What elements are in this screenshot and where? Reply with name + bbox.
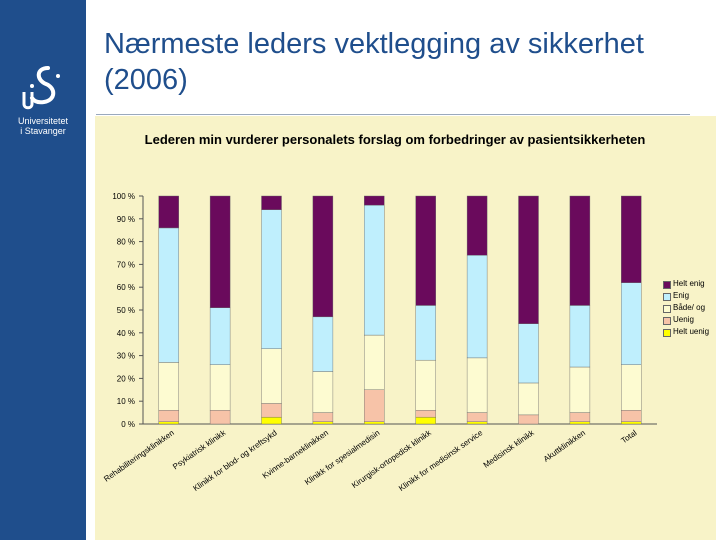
bar-segment-b-de-og bbox=[466, 357, 488, 413]
bar-segment-helt-uenig bbox=[415, 416, 436, 425]
bar-segment-uenig bbox=[621, 410, 642, 422]
y-tick-label: 20 % bbox=[117, 374, 135, 383]
x-category-label: Total bbox=[619, 428, 638, 445]
legend-swatch bbox=[663, 317, 671, 325]
chart-panel: Lederen min vurderer personalets forslag… bbox=[95, 116, 716, 540]
university-name: Universitetet i Stavanger bbox=[4, 116, 82, 136]
legend-label: Helt enig bbox=[673, 279, 705, 288]
y-tick-label: 100 % bbox=[112, 192, 135, 201]
legend-item: Helt enig bbox=[663, 278, 715, 290]
bar-segment-enig bbox=[466, 255, 488, 359]
legend-swatch bbox=[663, 305, 671, 313]
bar-segment-helt-uenig bbox=[261, 416, 282, 425]
x-category-label: Akuttklinikken bbox=[542, 428, 587, 463]
slide-title: Nærmeste leders vektlegging av sikkerhet… bbox=[104, 28, 644, 96]
bar-segment-b-de-og bbox=[569, 366, 591, 413]
legend-label: Både/ og bbox=[673, 303, 706, 312]
bar-segment-helt-enig bbox=[569, 195, 591, 306]
x-category-label: Klinikk for medisinsk service bbox=[397, 428, 485, 493]
bar-segment-b-de-og bbox=[209, 364, 231, 411]
bar-segment-b-de-og bbox=[621, 364, 642, 411]
bar-segment-enig bbox=[158, 227, 179, 363]
bar-segment-enig bbox=[312, 316, 334, 372]
bar-segment-helt-uenig bbox=[569, 421, 591, 425]
sidebar-band: Universitetet i Stavanger bbox=[0, 0, 86, 540]
bar-segment-helt-enig bbox=[364, 195, 385, 206]
y-tick-label: 80 % bbox=[117, 238, 135, 247]
bar-segment-helt-uenig bbox=[158, 421, 179, 425]
legend-label: Enig bbox=[673, 291, 690, 300]
chart-legend: Helt enig Enig Både/ og Uenig Helt uenig bbox=[663, 278, 715, 338]
bar-segment-enig bbox=[364, 204, 385, 336]
bar-segment-uenig bbox=[312, 412, 334, 422]
bar-segment-helt-enig bbox=[312, 195, 334, 318]
x-category-label: Klinikk for blod- og kreftsykd bbox=[192, 428, 279, 493]
bar-segment-uenig bbox=[364, 389, 385, 422]
university-name-line2: i Stavanger bbox=[20, 126, 66, 136]
legend-item: Helt uenig bbox=[663, 326, 715, 338]
bar-segment-enig bbox=[569, 305, 591, 368]
bar-segment-helt-enig bbox=[621, 195, 642, 283]
y-tick-label: 50 % bbox=[117, 306, 135, 315]
bar-segment-enig bbox=[621, 282, 642, 365]
legend-item: Enig bbox=[663, 290, 715, 302]
university-name-line1: Universitetet bbox=[17, 116, 69, 126]
bar-segment-enig bbox=[415, 305, 436, 361]
bar-segment-enig bbox=[261, 209, 282, 349]
y-tick-label: 10 % bbox=[117, 397, 135, 406]
bar-segment-uenig bbox=[466, 412, 488, 422]
legend-swatch bbox=[663, 281, 671, 289]
legend-item: Både/ og bbox=[663, 302, 715, 314]
x-category-label: Medisinsk klinikk bbox=[482, 428, 537, 470]
bar-segment-uenig bbox=[209, 410, 231, 425]
bar-segment-helt-enig bbox=[466, 195, 488, 256]
bar-segment-helt-enig bbox=[261, 195, 282, 210]
legend-label: Uenig bbox=[673, 315, 694, 324]
x-category-label: Psykiatrisk klinikk bbox=[171, 428, 228, 472]
bar-segment-helt-uenig bbox=[312, 421, 334, 425]
bar-segment-uenig bbox=[518, 414, 539, 425]
legend-swatch bbox=[663, 329, 671, 337]
bar-segment-uenig bbox=[415, 410, 436, 418]
bar-segment-helt-uenig bbox=[621, 421, 642, 425]
bar-segment-b-de-og bbox=[312, 371, 334, 413]
bar-segment-b-de-og bbox=[415, 359, 436, 411]
stacked-bar-chart: 0 % 10 % 20 % 30 % 40 % 50 % 60 % 70 % 80 % 90 % 1… bbox=[102, 192, 657, 493]
bar-segment-helt-enig bbox=[158, 195, 179, 229]
bar-segment-b-de-og bbox=[518, 382, 539, 416]
bar-segment-uenig bbox=[569, 412, 591, 422]
bar-segment-helt-uenig bbox=[364, 421, 385, 425]
chart-title: Lederen min vurderer personalets forslag… bbox=[144, 132, 646, 147]
bar-segment-b-de-og bbox=[158, 362, 179, 411]
bar-segment-helt-enig bbox=[518, 195, 539, 324]
bar-segment-b-de-og bbox=[364, 334, 385, 391]
y-tick-label: 90 % bbox=[117, 215, 135, 224]
legend-swatch bbox=[663, 293, 671, 301]
bar-segment-helt-uenig bbox=[466, 421, 488, 425]
university-logo-icon bbox=[22, 66, 60, 110]
y-tick-label: 30 % bbox=[117, 352, 135, 361]
bar-segment-b-de-og bbox=[261, 348, 282, 404]
bar-segment-uenig bbox=[261, 403, 282, 418]
bar-segment-helt-enig bbox=[209, 195, 231, 308]
bar-segment-enig bbox=[209, 307, 231, 365]
y-tick-label: 60 % bbox=[117, 283, 135, 292]
legend-item: Uenig bbox=[663, 314, 715, 326]
y-tick-label: 40 % bbox=[117, 329, 135, 338]
y-tick-label: 70 % bbox=[117, 260, 135, 269]
legend-label: Helt uenig bbox=[673, 327, 710, 336]
title-divider bbox=[96, 114, 690, 115]
bar-segment-uenig bbox=[158, 410, 179, 422]
bar-segment-enig bbox=[518, 323, 539, 384]
y-tick-label: 0 % bbox=[121, 420, 135, 429]
x-category-label: Rehabiliteringsklinikken bbox=[102, 428, 176, 483]
bar-segment-helt-enig bbox=[415, 195, 436, 306]
